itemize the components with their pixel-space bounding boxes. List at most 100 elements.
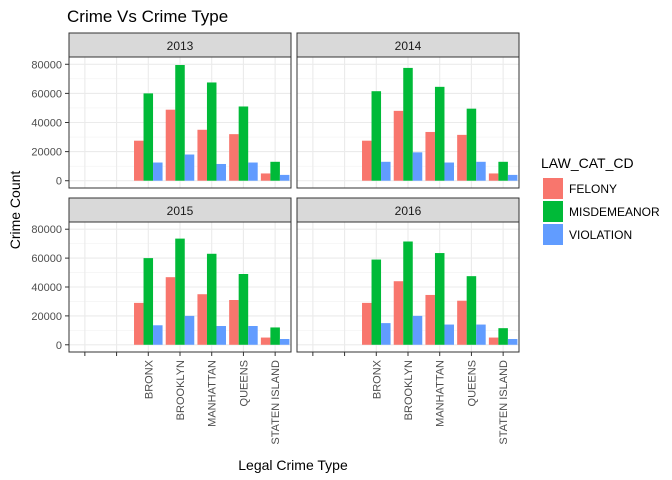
bar-misdemeanor-staten-island	[498, 161, 508, 181]
x-tick-label: QUEENS	[238, 360, 250, 406]
y-tick-label: 60000	[31, 88, 62, 100]
y-tick-label: 0	[56, 176, 62, 188]
bar-felony-brooklyn	[165, 109, 176, 181]
bar-misdemeanor-staten-island	[498, 328, 508, 345]
y-axis-title: Crime Count	[7, 171, 23, 250]
bar-felony-queens	[229, 134, 239, 181]
y-tick-label: 40000	[31, 118, 62, 130]
bar-felony-staten-island	[260, 337, 271, 345]
facet-panels: 2013 0 20000 40000 60000 80000 2014 2015 0 20000 4…	[31, 32, 520, 445]
legend-label-felony: FELONY	[569, 182, 617, 196]
bar-misdemeanor-queens	[466, 108, 477, 181]
bar-misdemeanor-staten-island	[270, 161, 280, 181]
bar-misdemeanor-bronx	[371, 91, 382, 181]
legend-title: LAW_CAT_CD	[541, 155, 634, 171]
bar-misdemeanor-staten-island	[270, 327, 280, 345]
x-tick-label: STATEN ISLAND	[270, 360, 282, 445]
x-tick-label: BROOKLYN	[175, 360, 187, 420]
bar-violation-staten-island	[279, 339, 290, 345]
bar-violation-staten-island	[507, 339, 518, 345]
bar-violation-manhattan	[444, 324, 454, 345]
facet-panel-2014: 2014	[296, 32, 520, 189]
bar-violation-staten-island	[279, 174, 290, 181]
bar-misdemeanor-manhattan	[434, 253, 445, 345]
chart-title: Crime Vs Crime Type	[67, 7, 228, 26]
bar-violation-manhattan	[216, 163, 226, 181]
facet-strip-label: 2015	[167, 204, 194, 218]
bar-felony-bronx	[362, 140, 372, 181]
bar-felony-staten-island	[488, 173, 499, 181]
bar-violation-queens	[476, 161, 486, 181]
bar-misdemeanor-queens	[466, 276, 477, 345]
panel-border	[296, 56, 520, 189]
bar-violation-brooklyn	[184, 154, 195, 181]
facet-strip	[296, 197, 520, 223]
facet-strip	[68, 197, 292, 223]
legend-key-violation	[543, 224, 563, 245]
facet-strip-label: 2014	[395, 39, 422, 53]
legend-key-felony	[543, 178, 563, 199]
bar-misdemeanor-manhattan	[206, 82, 217, 181]
bar-misdemeanor-bronx	[143, 258, 154, 345]
facet-strip	[296, 32, 520, 58]
x-tick-label: QUEENS	[466, 360, 478, 406]
legend-key-misdemeanor	[543, 201, 563, 222]
bar-violation-bronx	[153, 162, 163, 181]
y-tick-label: 20000	[31, 147, 62, 159]
bar-felony-brooklyn	[393, 281, 404, 345]
x-tick-label: STATEN ISLAND	[498, 360, 510, 445]
legend-label-violation: VIOLATION	[569, 228, 632, 242]
bar-felony-manhattan	[425, 131, 435, 181]
bar-felony-bronx	[134, 140, 144, 181]
legend: LAW_CAT_CD FELONY MISDEMEANOR VIOLATION	[541, 155, 660, 245]
bar-violation-brooklyn	[412, 315, 423, 345]
bar-misdemeanor-brooklyn	[175, 238, 185, 345]
bar-violation-bronx	[381, 161, 391, 181]
bar-felony-staten-island	[488, 337, 499, 345]
y-tick-label: 20000	[31, 311, 62, 323]
bar-violation-brooklyn	[184, 315, 195, 345]
bar-misdemeanor-manhattan	[434, 86, 445, 181]
x-tick-label: BRONX	[143, 359, 155, 399]
bar-misdemeanor-brooklyn	[403, 67, 413, 181]
bar-felony-manhattan	[425, 294, 435, 345]
bar-violation-queens	[476, 324, 486, 345]
bar-felony-brooklyn	[393, 110, 404, 181]
bar-violation-bronx	[381, 323, 391, 345]
x-tick-label: BROOKLYN	[403, 360, 415, 420]
x-tick-label: MANHATTAN	[435, 360, 447, 427]
bar-felony-brooklyn	[165, 277, 176, 345]
bar-felony-bronx	[134, 302, 144, 345]
bar-felony-queens	[229, 300, 239, 345]
bar-violation-staten-island	[507, 174, 518, 181]
x-tick-label: MANHATTAN	[207, 360, 219, 427]
facet-strip-label: 2013	[167, 39, 194, 53]
bar-misdemeanor-bronx	[371, 259, 382, 345]
facet-strip-label: 2016	[395, 204, 422, 218]
y-tick-label: 80000	[31, 59, 62, 71]
bar-violation-queens	[248, 326, 258, 345]
y-tick-label: 80000	[31, 224, 62, 236]
x-axis-title: Legal Crime Type	[238, 457, 348, 473]
bar-violation-brooklyn	[412, 152, 423, 181]
y-tick-label: 60000	[31, 253, 62, 265]
facet-strip	[68, 32, 292, 58]
bar-violation-manhattan	[216, 326, 226, 345]
bar-felony-manhattan	[197, 129, 207, 181]
bar-misdemeanor-brooklyn	[175, 65, 185, 181]
bar-violation-queens	[248, 162, 258, 181]
bar-felony-staten-island	[260, 173, 271, 181]
bar-violation-bronx	[153, 325, 163, 345]
bar-misdemeanor-manhattan	[206, 253, 217, 345]
bar-misdemeanor-queens	[238, 274, 249, 345]
bar-misdemeanor-queens	[238, 106, 249, 181]
bar-felony-bronx	[362, 302, 372, 345]
y-tick-label: 40000	[31, 282, 62, 294]
legend-label-misdemeanor: MISDEMEANOR	[569, 205, 660, 219]
y-tick-label: 0	[56, 340, 62, 352]
bar-felony-manhattan	[197, 294, 207, 345]
facet-panel-2016: 2016 BRONX BROOKLYN MANHATTAN QUEENS STATEN I…	[296, 197, 520, 445]
bar-violation-manhattan	[444, 162, 454, 181]
x-tick-label: BRONX	[371, 359, 383, 399]
